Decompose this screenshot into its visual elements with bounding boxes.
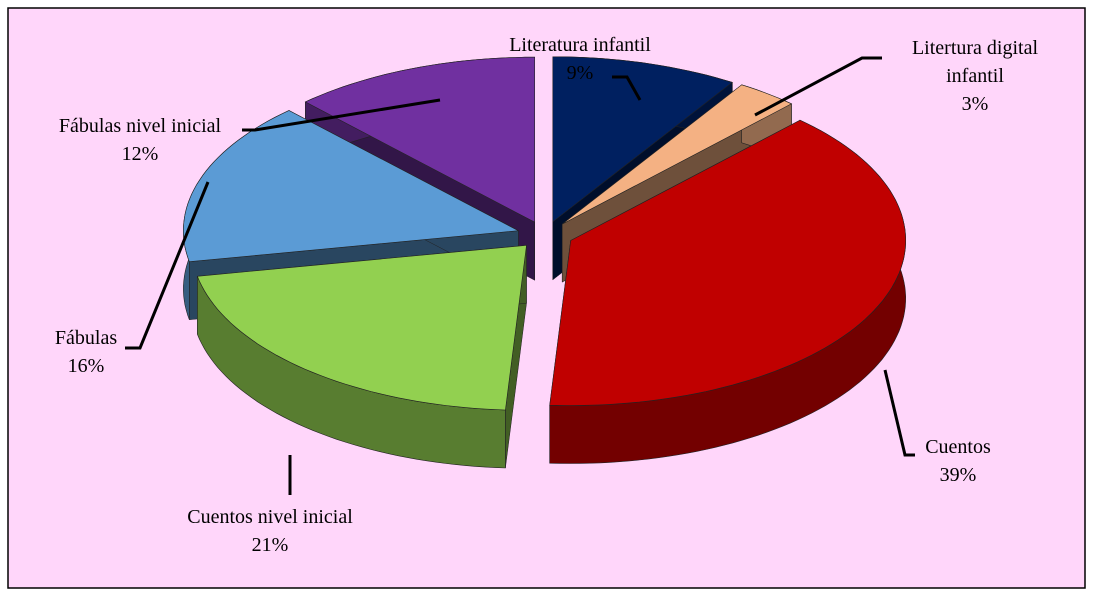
slice — [552, 56, 733, 223]
label-value: 21% — [251, 534, 289, 556]
leader-lines — [125, 56, 915, 495]
slice — [549, 119, 907, 406]
label-name: Fábulas — [54, 327, 118, 349]
label-value: 3% — [961, 93, 989, 115]
leader-line — [125, 181, 210, 350]
label-name: Cuentos — [925, 436, 991, 458]
slice — [304, 56, 536, 223]
label-name: Litertura digital infantil — [911, 37, 1039, 87]
slice — [562, 84, 793, 225]
label-name: Cuentos nivel inicial — [187, 506, 353, 528]
label-name: Fábulas nivel inicial — [58, 115, 222, 137]
slice — [196, 244, 527, 411]
label: Cuentos 39% — [878, 433, 1038, 489]
label: Cuentos nivel inicial 21% — [140, 503, 400, 559]
label: Literatura infantil 9% — [480, 31, 680, 87]
leader-line — [883, 369, 915, 457]
leader-line — [612, 75, 642, 101]
label-value: 39% — [939, 464, 977, 486]
label: Fábulas 16% — [26, 324, 146, 380]
leader-line — [754, 56, 882, 117]
label-value: 12% — [121, 143, 159, 165]
label-name: Literatura infantil — [509, 34, 651, 56]
pie — [183, 56, 907, 469]
label-value: 16% — [67, 355, 105, 377]
label: Fábulas nivel inicial 12% — [20, 112, 260, 168]
leader-line — [242, 98, 441, 132]
label: Litertura digital infantil 3% — [888, 34, 1063, 118]
label-value: 9% — [566, 62, 594, 84]
